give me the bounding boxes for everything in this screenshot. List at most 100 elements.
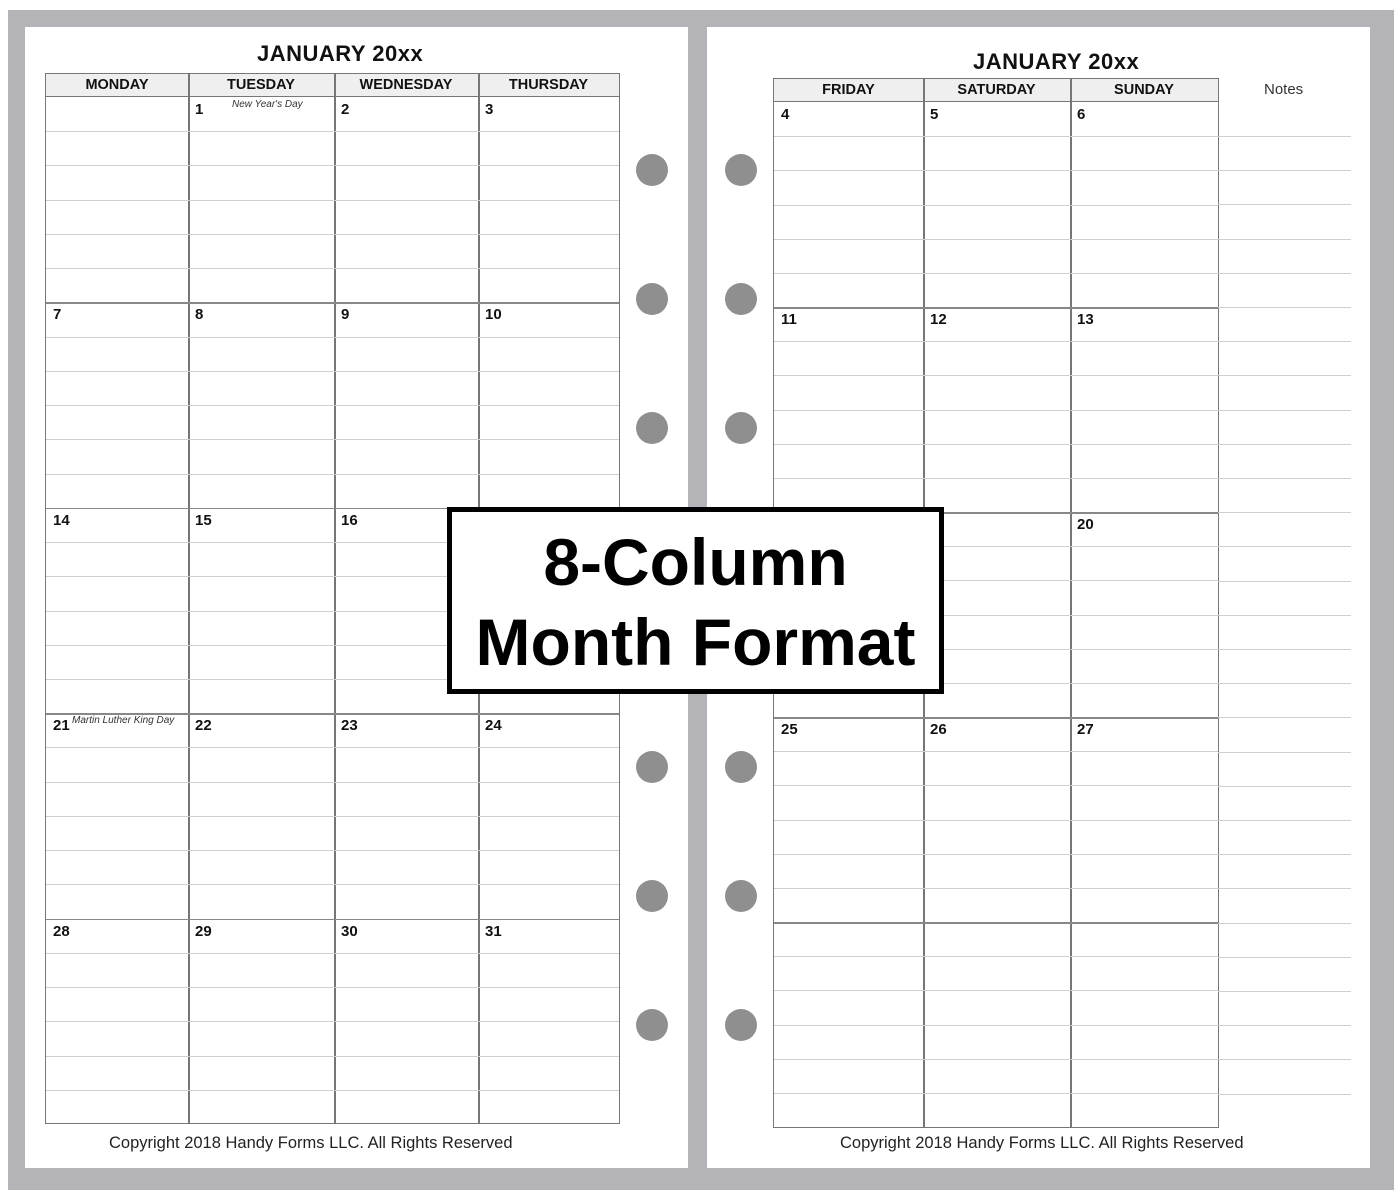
notes-line	[1218, 512, 1351, 514]
notes-line	[1218, 1059, 1351, 1061]
notes-line	[1218, 751, 1351, 753]
binder-hole	[725, 1009, 757, 1041]
day-number: 29	[195, 922, 212, 940]
day-number: 6	[1077, 106, 1086, 123]
day-number: 31	[485, 922, 502, 940]
day-number: 3	[485, 101, 494, 118]
writing-line	[46, 610, 619, 612]
writing-line	[46, 815, 619, 817]
column-header-tuesday: TUESDAY	[188, 74, 334, 97]
day-number: 28	[53, 922, 70, 940]
column-header-friday: FRIDAY	[774, 79, 923, 102]
writing-line	[774, 1058, 1218, 1060]
right-calendar-grid: FRIDAY SATURDAY SUNDAY 4 5 6 11 12 13 20 25 26 27	[773, 78, 1219, 1128]
binder-hole	[725, 283, 757, 315]
writing-line	[46, 781, 619, 783]
writing-line	[46, 644, 619, 646]
day-number: 20	[1077, 516, 1094, 533]
notes-line	[1218, 649, 1351, 650]
writing-line	[774, 580, 1218, 582]
notes-line	[1218, 443, 1351, 445]
day-number: 27	[1077, 721, 1094, 738]
notes-line	[1218, 478, 1351, 479]
day-number: 9	[341, 306, 350, 324]
notes-line	[1218, 1093, 1351, 1095]
day-number: 11	[781, 311, 797, 328]
writing-line	[774, 136, 1218, 138]
day-number: 12	[930, 311, 947, 328]
week-divider	[46, 507, 619, 510]
day-number: 4	[781, 106, 790, 123]
writing-line	[46, 233, 619, 235]
writing-line	[774, 238, 1218, 240]
notes-line	[1218, 785, 1351, 787]
notes-line	[1218, 922, 1351, 924]
holiday-label: Martin Luther King Day	[72, 715, 175, 727]
writing-line	[46, 747, 619, 749]
writing-line	[46, 1055, 619, 1057]
writing-line	[774, 477, 1218, 479]
day-number: 13	[1077, 311, 1094, 328]
binder-hole	[636, 283, 668, 315]
day-number: 21	[53, 717, 70, 735]
writing-line	[46, 370, 619, 372]
writing-line	[46, 405, 619, 407]
notes-line	[1218, 580, 1351, 582]
binder-hole	[725, 412, 757, 444]
writing-line	[46, 439, 619, 441]
day-number: 24	[485, 717, 502, 735]
writing-line	[774, 341, 1218, 343]
writing-line	[46, 1021, 619, 1023]
writing-line	[774, 204, 1218, 206]
week-divider	[46, 918, 619, 921]
notes-line	[1218, 204, 1351, 206]
column-divider	[188, 74, 190, 1123]
writing-line	[46, 336, 619, 338]
notes-line	[1218, 272, 1351, 274]
day-number: 1	[195, 101, 204, 118]
writing-line	[774, 956, 1218, 958]
right-copyright: Copyright 2018 Handy Forms LLC. All Righ…	[840, 1134, 1244, 1152]
left-page-title: JANUARY 20xx	[257, 41, 424, 66]
notes-line	[1218, 820, 1351, 821]
week-divider	[774, 717, 1218, 719]
writing-line	[774, 1024, 1218, 1026]
notes-line	[1218, 307, 1351, 308]
column-header-monday: MONDAY	[46, 74, 188, 97]
column-header-saturday: SATURDAY	[923, 79, 1070, 102]
notes-line	[1218, 341, 1351, 343]
day-number: 30	[341, 922, 358, 940]
writing-line	[46, 1089, 619, 1091]
right-page-title: JANUARY 20xx	[973, 49, 1140, 74]
notes-line	[1218, 136, 1351, 137]
writing-line	[774, 409, 1218, 411]
notes-line	[1218, 854, 1351, 856]
writing-line	[774, 614, 1218, 616]
column-divider	[334, 74, 336, 1123]
notes-line	[1218, 991, 1351, 992]
writing-line	[774, 785, 1218, 787]
left-copyright: Copyright 2018 Handy Forms LLC. All Righ…	[109, 1134, 513, 1152]
writing-line	[774, 853, 1218, 855]
notes-line	[1218, 375, 1351, 377]
writing-line	[774, 682, 1218, 684]
notes-line	[1218, 238, 1351, 240]
writing-line	[774, 819, 1218, 821]
notes-line	[1218, 614, 1351, 616]
writing-line	[46, 884, 619, 886]
week-divider	[774, 922, 1218, 924]
writing-line	[46, 473, 619, 475]
writing-line	[46, 576, 619, 578]
writing-line	[46, 952, 619, 954]
writing-line	[46, 542, 619, 544]
binder-hole	[636, 412, 668, 444]
binder-hole	[636, 1009, 668, 1041]
binder-hole	[636, 154, 668, 186]
writing-line	[774, 751, 1218, 753]
day-number: 26	[930, 721, 947, 738]
binder-hole	[725, 154, 757, 186]
binder-hole	[636, 751, 668, 783]
notes-line	[1218, 1025, 1351, 1027]
day-number: 2	[341, 101, 350, 118]
day-number: 10	[485, 306, 502, 324]
